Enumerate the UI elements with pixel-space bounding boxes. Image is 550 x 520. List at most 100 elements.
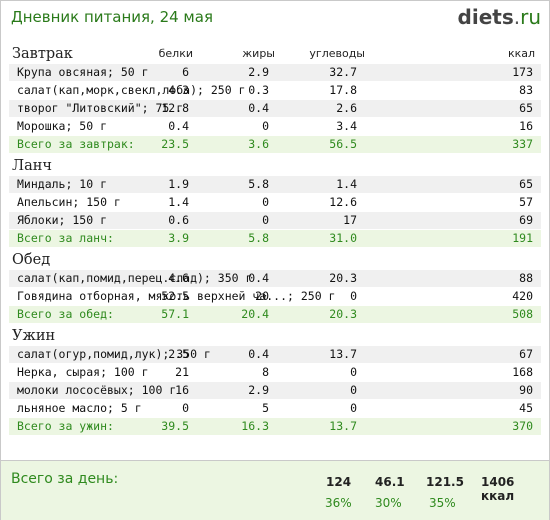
meal-total-carbs: 20.3 [329, 307, 357, 321]
logo-main: diets [457, 5, 514, 29]
food-carbs: 32.7 [329, 65, 357, 79]
food-protein: 0.6 [168, 213, 189, 227]
food-kcal: 69 [519, 213, 533, 227]
page-title: Дневник питания, 24 мая [11, 8, 213, 26]
food-kcal: 88 [519, 271, 533, 285]
food-name: Апельсин; 150 г [17, 195, 121, 209]
food-protein: 12.8 [161, 101, 189, 115]
meal-total-carbs: 31.0 [329, 231, 357, 245]
day-total-kcal: 1406 ккал [481, 475, 515, 503]
food-kcal: 168 [512, 365, 533, 379]
food-kcal: 16 [519, 119, 533, 133]
meal-title: Завтрак [12, 46, 73, 62]
food-row[interactable]: Морошка; 50 г 0.4 0 3.4 16 [9, 117, 541, 135]
day-total-label: Всего за день: [11, 471, 119, 487]
meal-header: Ланч [9, 153, 541, 175]
food-kcal: 173 [512, 65, 533, 79]
food-protein: 1.4 [168, 195, 189, 209]
food-kcal: 45 [519, 401, 533, 415]
food-protein: 0.4 [168, 119, 189, 133]
food-protein: 2.5 [168, 347, 189, 361]
day-carbs-pct: 35% [429, 496, 456, 510]
meal-total-label: Всего за ужин: [17, 419, 114, 433]
meal-total-kcal: 191 [512, 231, 533, 245]
food-fat: 0.3 [248, 83, 269, 97]
site-logo[interactable]: diets.ru [458, 5, 541, 29]
food-name: Яблоки; 150 г [17, 213, 108, 227]
meal-total-label: Всего за ланч: [17, 231, 114, 245]
food-fat: 8 [262, 365, 269, 379]
food-protein: 16 [175, 383, 189, 397]
food-name: Крупа овсяная; 50 г [17, 65, 149, 79]
meal-total-carbs: 13.7 [329, 419, 357, 433]
food-name: Говядина отборная, мякоть верхней ча...;… [17, 289, 336, 303]
food-row[interactable]: Апельсин; 150 г 1.4 0 12.6 57 [9, 193, 541, 211]
food-row[interactable]: молоки лососёвых; 100 г 16 2.9 0 90 [9, 381, 541, 399]
meal-header: Ужин [9, 323, 541, 345]
column-kcal: ккал [507, 47, 535, 60]
meal-total-carbs: 56.5 [329, 137, 357, 151]
meal-total-protein: 23.5 [161, 137, 189, 151]
food-row[interactable]: Миндаль; 10 г 1.9 5.8 1.4 65 [9, 175, 541, 193]
meal-total-row: Всего за завтрак: 23.5 3.6 56.5 337 [9, 135, 541, 153]
food-row[interactable]: Крупа овсяная; 50 г 6 2.9 32.7 173 [9, 63, 541, 81]
food-carbs: 2.6 [336, 101, 357, 115]
food-protein: 52.5 [161, 289, 189, 303]
food-fat: 0.4 [248, 347, 269, 361]
food-carbs: 0 [350, 383, 357, 397]
food-row[interactable]: Яблоки; 150 г 0.6 0 17 69 [9, 211, 541, 229]
meal-title: Ланч [12, 158, 52, 174]
food-row[interactable]: творог "Литовский"; 75 г 12.8 0.4 2.6 65 [9, 99, 541, 117]
food-carbs: 12.6 [329, 195, 357, 209]
meal-header: Завтрак белки жиры углеводы ккал [9, 41, 541, 63]
food-row[interactable]: Нерка, сырая; 100 г 21 8 0 168 [9, 363, 541, 381]
day-protein-pct: 36% [325, 496, 352, 510]
food-carbs: 3.4 [336, 119, 357, 133]
food-carbs: 0 [350, 365, 357, 379]
day-total-protein: 124 [326, 475, 352, 489]
food-name: льняное масло; 5 г [17, 401, 142, 415]
food-fat: 2.9 [248, 65, 269, 79]
food-carbs: 17 [343, 213, 357, 227]
food-name: салат(кап,помид,перец.слад); 350 г [17, 271, 253, 285]
food-fat: 0.4 [248, 101, 269, 115]
logo-dot: . [513, 5, 521, 29]
food-fat: 5 [262, 401, 269, 415]
food-kcal: 90 [519, 383, 533, 397]
food-fat: 0.4 [248, 271, 269, 285]
meal-total-fat: 16.3 [241, 419, 269, 433]
meal-total-fat: 20.4 [241, 307, 269, 321]
meal-total-row: Всего за ланч: 3.9 5.8 31.0 191 [9, 229, 541, 247]
header: Дневник питания, 24 мая diets.ru [1, 1, 549, 37]
food-carbs: 17.8 [329, 83, 357, 97]
day-total: Всего за день: 124 46.1 121.5 1406 ккал … [1, 460, 549, 520]
meal-total-label: Всего за завтрак: [17, 137, 135, 151]
meal-total-kcal: 508 [512, 307, 533, 321]
food-row[interactable]: салат(кап,помид,перец.слад); 350 г 4.6 0.4… [9, 269, 541, 287]
meal-total-protein: 39.5 [161, 419, 189, 433]
food-protein: 1.9 [168, 177, 189, 191]
food-carbs: 13.7 [329, 347, 357, 361]
meal-total-row: Всего за ужин: 39.5 16.3 13.7 370 [9, 417, 541, 435]
food-kcal: 57 [519, 195, 533, 209]
meal-total-protein: 3.9 [168, 231, 189, 245]
food-row[interactable]: салат(огур,помид,лук); 350 г 2.5 0.4 13.7 67 [9, 345, 541, 363]
column-protein: белки [158, 47, 193, 60]
meals-table: Завтрак белки жиры углеводы ккал Крупа овсяна… [9, 41, 541, 435]
day-total-fat: 46.1 [375, 475, 405, 489]
meal-total-row: Всего за обед: 57.1 20.4 20.3 508 [9, 305, 541, 323]
meal-header: Обед [9, 247, 541, 269]
food-name: Морошка; 50 г [17, 119, 108, 133]
meal-title: Ужин [12, 328, 56, 344]
food-row[interactable]: льняное масло; 5 г 0 5 0 45 [9, 399, 541, 417]
meal-total-protein: 57.1 [161, 307, 189, 321]
food-row[interactable]: салат(кап,морк,свекл,лоба); 250 г 4.3 0.3 1… [9, 81, 541, 99]
food-protein: 21 [175, 365, 189, 379]
food-name: молоки лососёвых; 100 г [17, 383, 177, 397]
food-protein: 4.3 [168, 83, 189, 97]
food-fat: 20 [255, 289, 269, 303]
food-row[interactable]: Говядина отборная, мякоть верхней ча...;… [9, 287, 541, 305]
food-protein: 0 [182, 401, 189, 415]
food-kcal: 65 [519, 177, 533, 191]
